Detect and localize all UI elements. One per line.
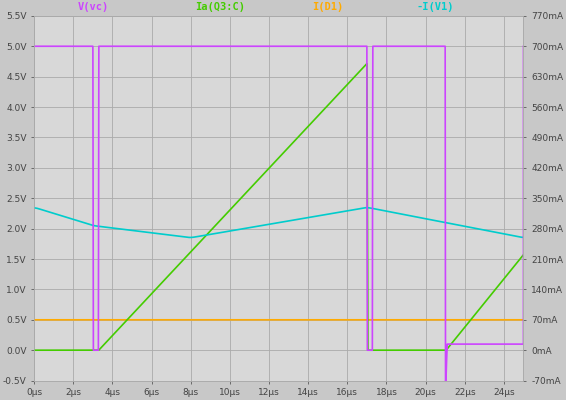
Text: V(vc): V(vc) <box>77 2 109 12</box>
Text: Ia(Q3:C): Ia(Q3:C) <box>195 2 245 12</box>
Text: -I(V1): -I(V1) <box>417 2 454 12</box>
Text: I(D1): I(D1) <box>312 2 344 12</box>
